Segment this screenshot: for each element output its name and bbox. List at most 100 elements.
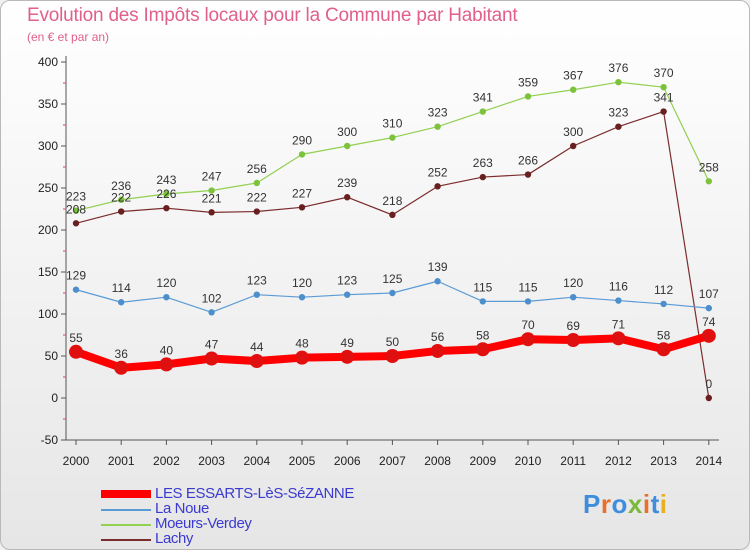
data-point: [72, 286, 80, 293]
data-point: [118, 208, 125, 215]
data-point: [389, 134, 396, 141]
data-label: 125: [382, 272, 402, 286]
y-tick-label: 300: [38, 139, 58, 153]
data-labels: 208 222 226 221 222 227 239 218 252 263 266 300 323 3…: [66, 61, 719, 391]
data-label: 74: [702, 315, 716, 329]
logo-letter: o: [611, 489, 628, 519]
data-point: [615, 78, 622, 86]
data-point: [524, 171, 532, 178]
data-point: [389, 289, 396, 297]
data-label: 139: [428, 260, 448, 274]
data-label: 208: [66, 202, 86, 216]
data-label: 48: [295, 337, 309, 351]
data-point: [566, 333, 581, 348]
data-point: [72, 207, 80, 214]
data-label: 123: [247, 274, 267, 288]
data-label: 102: [202, 291, 222, 305]
data-point: [253, 208, 260, 215]
data-point: [208, 209, 215, 216]
data-point: [570, 294, 577, 301]
logo-letter: i: [659, 489, 668, 519]
x-tick-label: 2002: [153, 454, 180, 468]
data-label: 247: [202, 170, 222, 184]
data-point: [524, 298, 532, 305]
x-tick-label: 2003: [198, 454, 225, 468]
data-point: [208, 309, 215, 316]
data-label: 49: [341, 336, 355, 350]
data-label: 70: [521, 318, 535, 332]
legend-label: Lachy: [155, 530, 194, 547]
data-point: [298, 294, 306, 301]
data-point: [344, 142, 351, 150]
data-label: 0: [705, 377, 712, 391]
legend-label: Moeurs-Verdey: [155, 515, 252, 532]
data-label: 263: [473, 156, 493, 170]
data-point: [615, 123, 622, 130]
data-label: 44: [250, 340, 264, 354]
data-point: [475, 342, 490, 357]
data-label: 226: [156, 187, 176, 201]
data-label: 120: [292, 276, 312, 290]
data-label: 236: [111, 179, 131, 193]
data-point: [660, 300, 667, 308]
legend-swatch: [101, 509, 151, 511]
data-point: [615, 297, 622, 304]
x-tick-label: 2009: [469, 454, 496, 468]
data-point: [656, 342, 671, 357]
legend-label: La Noue: [155, 500, 209, 517]
y-tick-label: 0: [51, 391, 58, 405]
data-label: 47: [205, 338, 219, 352]
x-tick-label: 2000: [63, 454, 90, 468]
data-point: [72, 220, 80, 227]
data-label: 341: [473, 91, 493, 105]
data-point: [163, 190, 170, 198]
data-label: 120: [156, 276, 176, 290]
data-label: 367: [563, 69, 583, 83]
data-label: 115: [518, 280, 537, 294]
y-tick-label: 400: [38, 55, 58, 69]
data-label: 223: [66, 190, 86, 204]
x-tick-label: 2004: [243, 454, 270, 468]
data-point: [434, 278, 441, 285]
y-tick-label: 100: [38, 307, 58, 321]
data-label: 56: [431, 330, 445, 344]
y-tick-label: 250: [38, 181, 58, 195]
data-point: [570, 142, 577, 150]
data-point: [163, 294, 170, 301]
data-point: [479, 298, 486, 305]
data-point: [385, 349, 400, 363]
data-point: [159, 357, 174, 372]
data-point: [434, 123, 441, 130]
data-label: 323: [428, 106, 448, 120]
data-point: [521, 332, 535, 347]
data-label: 71: [612, 317, 626, 331]
data-label: 310: [382, 117, 402, 131]
logo-letter: x: [627, 489, 643, 519]
data-point: [611, 331, 626, 346]
data-point: [344, 194, 351, 201]
data-point: [114, 360, 129, 375]
data-point: [118, 299, 125, 306]
data-label: 116: [609, 280, 628, 294]
data-label: 58: [657, 328, 671, 342]
data-point: [295, 350, 309, 365]
data-label: 222: [247, 191, 267, 205]
x-tick-label: 2006: [334, 454, 361, 468]
proxiti-logo: Proxiti: [583, 489, 667, 520]
data-point: [705, 394, 712, 402]
data-label: 221: [202, 191, 222, 205]
x-tick-label: 2001: [108, 454, 135, 468]
chart-title: Evolution des Impôts locaux pour la Comm…: [27, 5, 518, 26]
data-point: [118, 196, 125, 203]
data-label: 266: [518, 154, 538, 168]
data-point: [434, 183, 441, 190]
data-label: 258: [699, 160, 719, 174]
data-point: [479, 173, 486, 181]
legend-swatch: [101, 524, 151, 526]
data-label: 300: [563, 125, 583, 139]
data-point: [298, 151, 306, 158]
logo-letter: P: [583, 489, 601, 519]
